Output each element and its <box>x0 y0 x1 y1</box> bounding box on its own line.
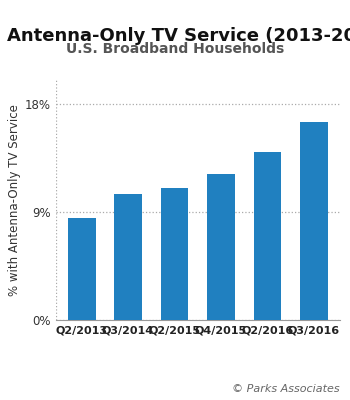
Y-axis label: % with Antenna-Only TV Service: % with Antenna-Only TV Service <box>8 104 21 296</box>
Bar <box>300 122 328 320</box>
Title: Antenna-Only TV Service (2013-2016): Antenna-Only TV Service (2013-2016) <box>7 27 350 45</box>
Bar <box>207 174 235 320</box>
Bar <box>68 218 96 320</box>
Bar <box>114 194 142 320</box>
Text: U.S. Broadband Households: U.S. Broadband Households <box>66 42 284 56</box>
Text: © Parks Associates: © Parks Associates <box>232 384 340 394</box>
Bar <box>161 188 188 320</box>
Bar <box>253 152 281 320</box>
